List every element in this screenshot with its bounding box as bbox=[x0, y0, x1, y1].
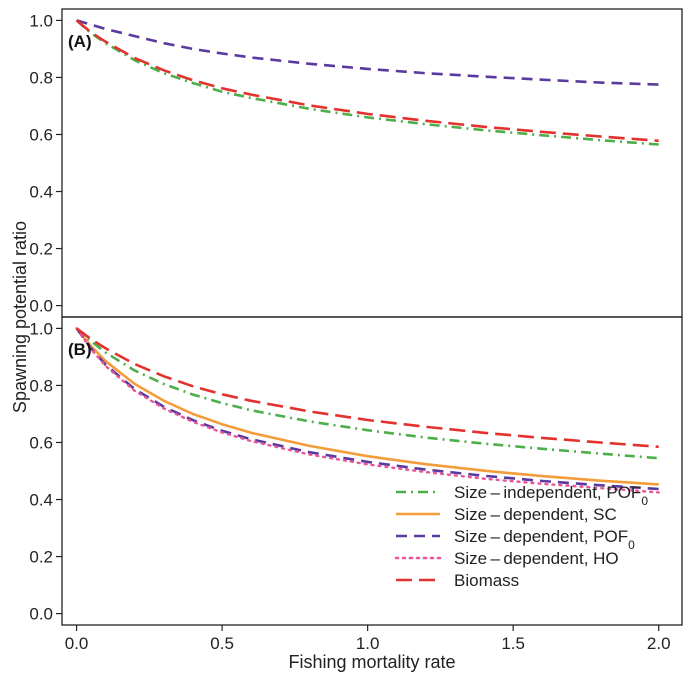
series-line-sd_ho bbox=[75, 327, 660, 494]
series-line-sd_pof bbox=[75, 327, 659, 491]
y-tick-label: 0.4 bbox=[29, 183, 53, 202]
series-line-biomass bbox=[75, 327, 659, 449]
legend-label-sd_ho: Size – dependent, HO bbox=[454, 549, 619, 568]
x-tick-label: 0.5 bbox=[210, 634, 234, 653]
legend-label-sd_sc: Size – dependent, SC bbox=[454, 505, 617, 524]
y-tick-label: 0.4 bbox=[29, 491, 53, 510]
y-tick-label: 0.6 bbox=[29, 125, 53, 144]
y-tick-label: 1.0 bbox=[29, 319, 53, 338]
y-tick-label: 0.2 bbox=[29, 240, 53, 259]
axis-layer: 0.0 0.2 0.4 0.6 0.8 1.0 (A) 0.0 0.2 0.4 0.6 0.8 1.0 (… bbox=[29, 11, 670, 653]
y-tick-label: 0.8 bbox=[29, 68, 53, 87]
y-tick-label: 1.0 bbox=[29, 11, 53, 30]
series-line-sd_sc bbox=[75, 327, 659, 486]
panel-label: (A) bbox=[68, 32, 92, 51]
y-tick-label: 0.8 bbox=[29, 376, 53, 395]
series-line-si_pof bbox=[75, 327, 659, 460]
x-tick-label: 1.5 bbox=[501, 634, 525, 653]
x-tick-label: 2.0 bbox=[647, 634, 671, 653]
panel-a-frame bbox=[61, 8, 683, 318]
y-axis-title: Spawning potential ratio bbox=[10, 221, 30, 413]
series-line-biomass bbox=[75, 19, 659, 143]
panel-label: (B) bbox=[68, 340, 92, 359]
x-tick-label: 1.0 bbox=[356, 634, 380, 653]
legend-label-biomass: Biomass bbox=[454, 571, 519, 590]
y-tick-label: 0.0 bbox=[29, 605, 53, 624]
panel-b-frame bbox=[61, 316, 683, 626]
series-line-si_pof bbox=[75, 19, 659, 146]
y-tick-label: 0.6 bbox=[29, 433, 53, 452]
y-tick-label: 0.0 bbox=[29, 297, 53, 316]
series-line-sd_pof bbox=[76, 19, 659, 86]
x-tick-label: 0.0 bbox=[65, 634, 89, 653]
plot-layer bbox=[75, 19, 660, 494]
y-tick-label: 0.2 bbox=[29, 548, 53, 567]
x-axis-title: Fishing mortality rate bbox=[288, 652, 455, 672]
